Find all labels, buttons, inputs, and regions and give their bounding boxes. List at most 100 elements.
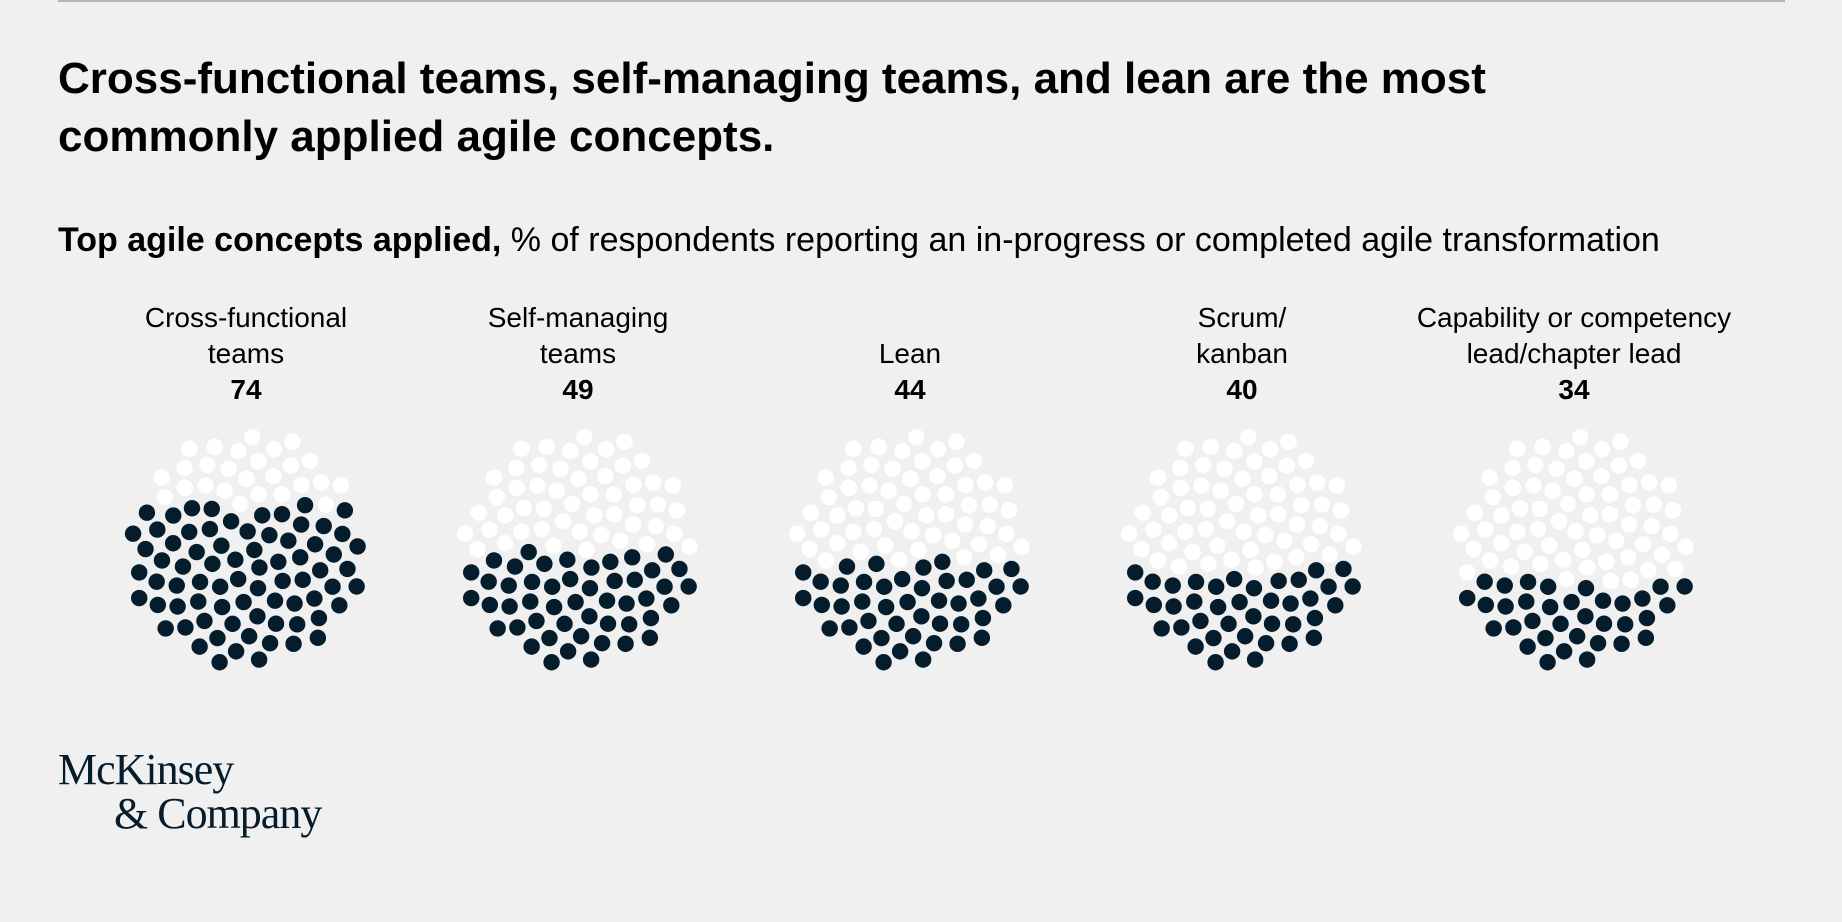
empty-dot — [1662, 525, 1679, 543]
empty-dot — [880, 482, 897, 499]
filled-dot — [1541, 598, 1559, 616]
filled-dot — [211, 578, 229, 595]
empty-dot — [877, 537, 894, 554]
filled-dot — [190, 593, 207, 610]
empty-dot — [1484, 488, 1501, 506]
empty-dot — [1195, 456, 1212, 474]
filled-dot — [1613, 635, 1630, 653]
empty-dot — [1589, 526, 1606, 544]
empty-dot — [1653, 546, 1670, 563]
empty-dot — [1660, 477, 1677, 494]
empty-dot — [1246, 485, 1263, 503]
filled-dot — [638, 590, 655, 607]
filled-dot — [626, 571, 643, 589]
empty-dot — [605, 506, 623, 523]
filled-dot — [877, 598, 895, 616]
filled-dot — [1476, 573, 1493, 590]
empty-dot — [597, 441, 615, 458]
filled-dot — [1003, 560, 1020, 578]
empty-dot — [1172, 459, 1189, 477]
filled-dot — [239, 523, 256, 540]
empty-dot — [1481, 469, 1499, 486]
empty-dot — [1532, 555, 1549, 573]
empty-dot — [1226, 443, 1243, 460]
filled-dot — [334, 525, 351, 543]
empty-dot — [597, 467, 614, 485]
empty-dot — [998, 525, 1015, 543]
empty-dot — [554, 513, 572, 530]
empty-dot — [1261, 467, 1278, 485]
concept-block: Cross-functional teams 74 — [66, 300, 426, 408]
filled-dot — [1518, 593, 1535, 610]
filled-dot — [812, 573, 829, 590]
filled-dot — [309, 629, 327, 647]
filled-dot — [124, 525, 142, 542]
empty-dot — [1235, 523, 1252, 540]
filled-dot — [1616, 616, 1634, 633]
filled-dot — [240, 628, 258, 645]
filled-dot — [306, 590, 323, 607]
filled-dot — [131, 589, 148, 607]
filled-dot — [988, 578, 1005, 595]
concept-label-line: kanban — [1196, 338, 1288, 369]
empty-dot — [956, 549, 973, 566]
empty-dot — [317, 496, 335, 513]
filled-dot — [556, 615, 573, 633]
empty-dot — [1598, 553, 1615, 570]
empty-dot — [886, 513, 904, 530]
filled-dot — [246, 541, 263, 559]
filled-dot — [463, 564, 480, 581]
filled-dot — [310, 609, 328, 627]
filled-dot — [1327, 597, 1344, 614]
empty-dot — [1459, 564, 1476, 581]
empty-dot — [1250, 507, 1267, 524]
filled-dot — [899, 593, 916, 611]
empty-dot — [250, 485, 267, 503]
subtitle: Top agile concepts applied, % of respond… — [58, 218, 1818, 262]
filled-dot — [288, 616, 306, 633]
empty-dot — [981, 496, 999, 513]
empty-dot — [1311, 517, 1328, 535]
filled-dot — [1302, 590, 1319, 607]
filled-dot — [950, 595, 967, 612]
filled-dot — [336, 502, 354, 519]
empty-dot — [996, 477, 1013, 494]
concept-label: Capability or competency lead/chapter lea… — [1394, 300, 1754, 372]
empty-dot — [1567, 523, 1584, 540]
empty-dot — [282, 457, 300, 474]
filled-dot — [1187, 638, 1204, 655]
filled-dot — [285, 635, 302, 653]
empty-dot — [1177, 523, 1194, 541]
filled-dot — [500, 577, 517, 594]
empty-dot — [1624, 496, 1642, 514]
filled-dot — [854, 593, 871, 610]
filled-dot — [641, 629, 659, 647]
filled-dot — [213, 598, 231, 616]
empty-dot — [1555, 551, 1572, 568]
filled-dot — [209, 629, 226, 647]
filled-dot — [1281, 635, 1298, 653]
filled-dot — [873, 629, 890, 647]
filled-dot — [1577, 579, 1595, 597]
filled-dot — [559, 551, 576, 568]
empty-dot — [1610, 457, 1628, 474]
empty-dot — [664, 477, 681, 494]
filled-dot — [1262, 592, 1280, 609]
filled-dot — [188, 543, 205, 561]
empty-dot — [513, 523, 530, 541]
empty-dot — [1634, 536, 1652, 553]
filled-dot — [191, 573, 209, 591]
filled-dot — [1519, 638, 1536, 655]
empty-dot — [1622, 571, 1639, 589]
filled-dot — [292, 516, 310, 533]
filled-dot — [1659, 597, 1676, 614]
empty-dot — [1240, 429, 1257, 446]
empty-dot — [1511, 499, 1529, 517]
filled-dot — [1263, 615, 1281, 632]
filled-dot — [249, 608, 266, 625]
filled-dot — [1205, 629, 1222, 647]
filled-dot — [177, 619, 194, 636]
empty-dot — [1544, 482, 1561, 499]
filled-dot — [680, 578, 697, 595]
empty-dot — [1504, 459, 1521, 477]
